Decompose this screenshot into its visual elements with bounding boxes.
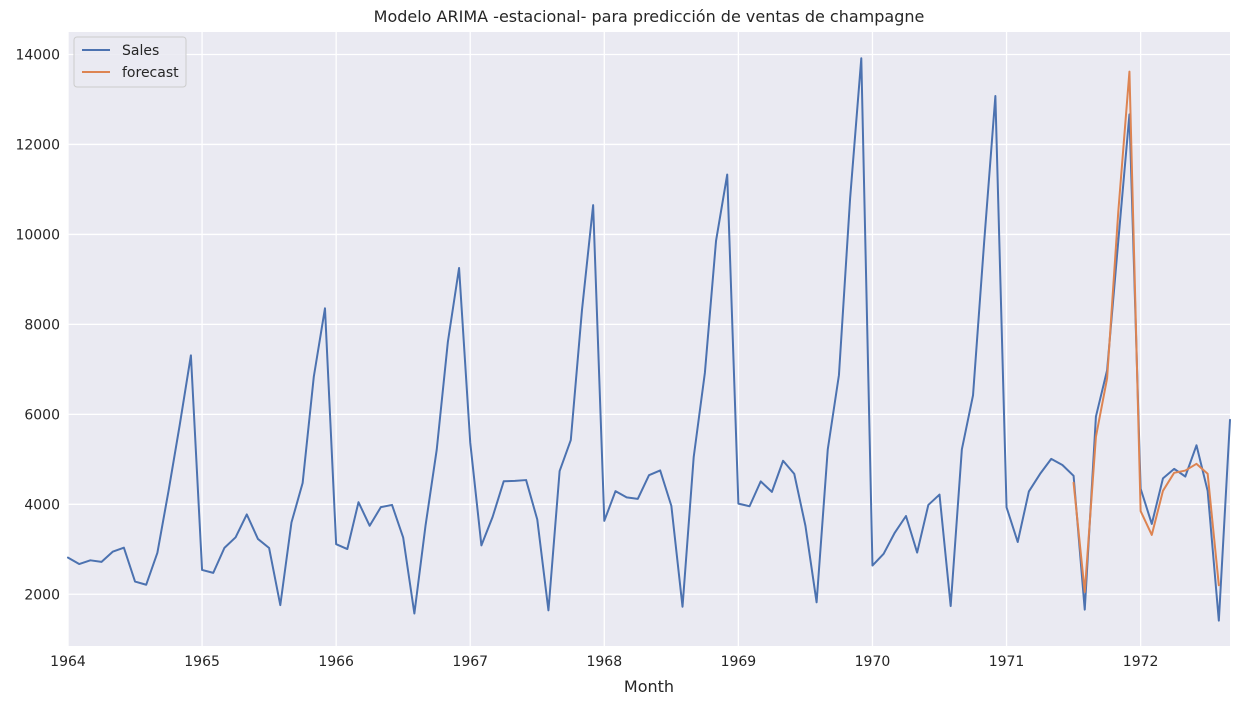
series-layer [67, 57, 1231, 622]
x-tick-label: 1967 [452, 654, 488, 670]
legend-label-forecast: forecast [122, 65, 179, 81]
y-tick-label: 10000 [15, 227, 60, 243]
x-tick-labels: 1964 1965 1966 1967 1968 1969 1970 1971 1972 [50, 654, 1158, 670]
x-tick-label: 1972 [1123, 654, 1159, 670]
x-tick-label: 1968 [586, 654, 622, 670]
y-tick-label: 4000 [24, 497, 60, 513]
x-tick-label: 1965 [184, 654, 220, 670]
chart-title: Modelo ARIMA -estacional- para predicció… [374, 7, 925, 26]
y-tick-label: 8000 [24, 317, 60, 333]
x-tick-label: 1966 [318, 654, 354, 670]
x-tick-label: 1964 [50, 654, 86, 670]
y-tick-label: 12000 [15, 137, 60, 153]
series-line-sales [67, 57, 1231, 622]
plot-background [68, 32, 1230, 646]
legend: Sales forecast [73, 36, 187, 88]
x-tick-label: 1971 [989, 654, 1025, 670]
y-tick-label: 14000 [15, 47, 60, 63]
y-tick-labels: 2000 4000 6000 8000 10000 12000 14000 [15, 47, 60, 603]
legend-label-sales: Sales [122, 43, 159, 59]
y-tick-label: 2000 [24, 587, 60, 603]
x-tick-label: 1969 [721, 654, 757, 670]
x-tick-label: 1970 [855, 654, 891, 670]
y-tick-label: 6000 [24, 407, 60, 423]
x-axis-title: Month [624, 677, 674, 696]
series-line-forecast [1072, 70, 1220, 594]
